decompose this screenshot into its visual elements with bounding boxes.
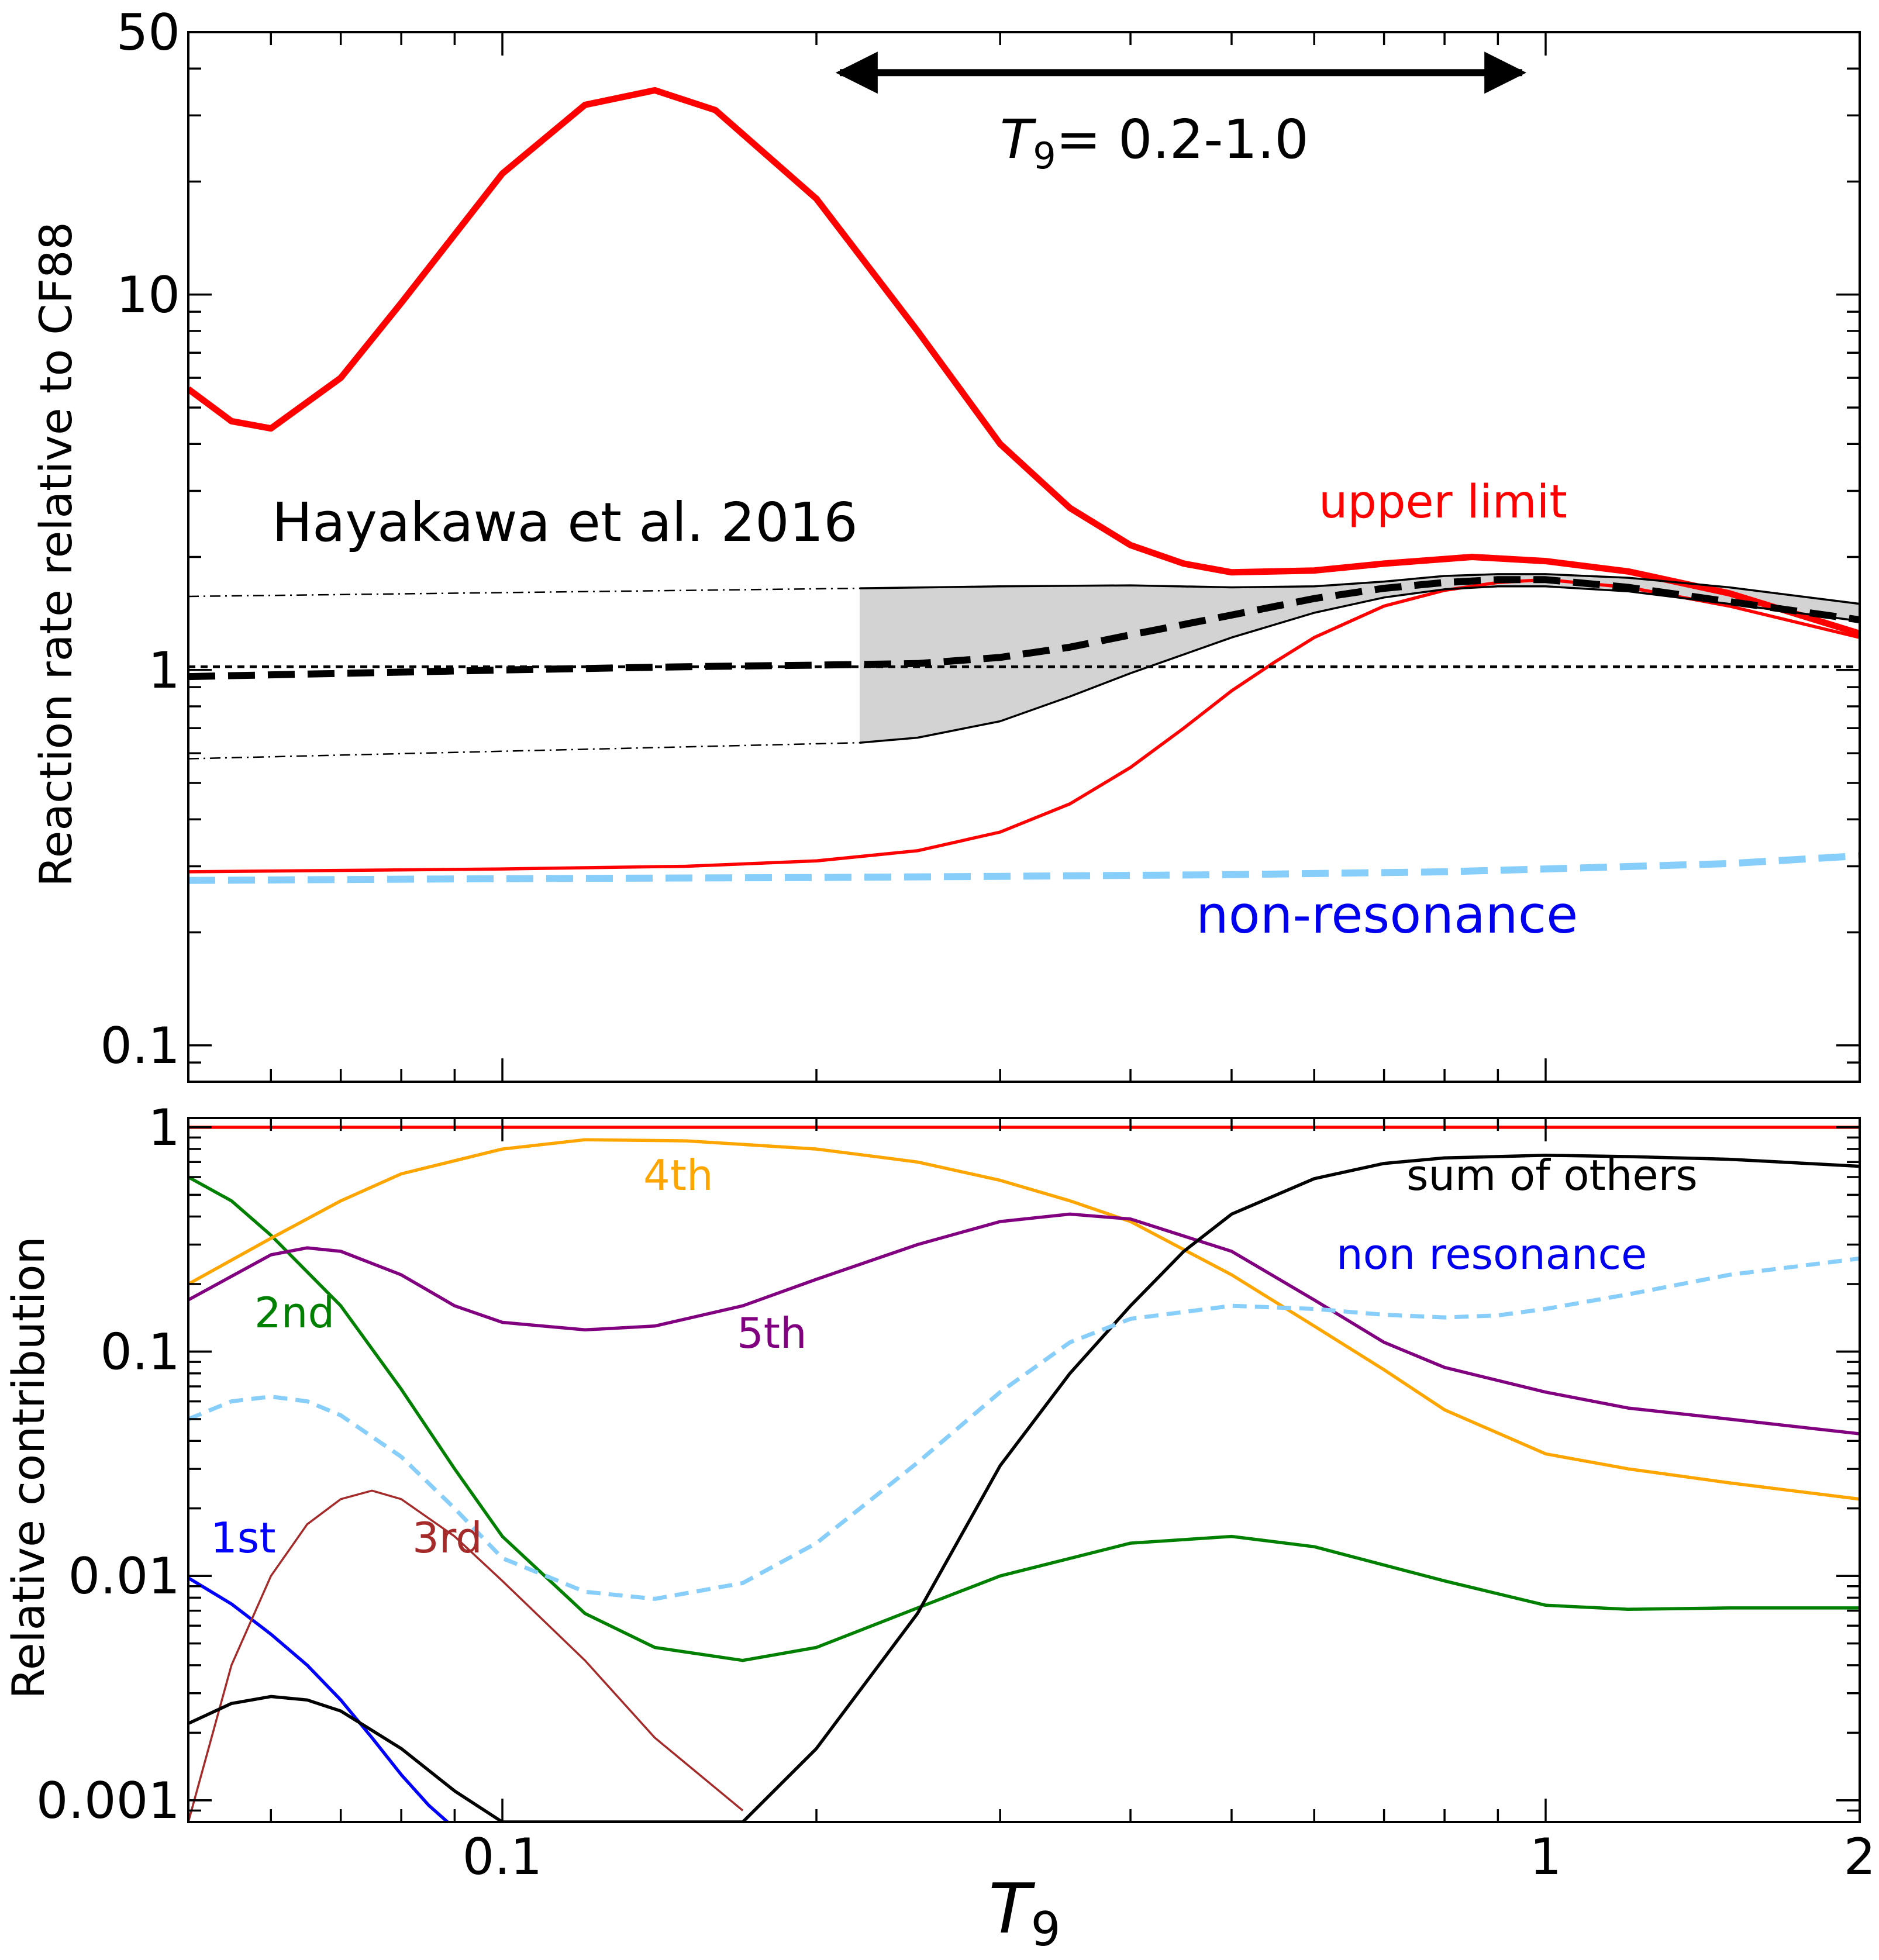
y-tick-label: 1 bbox=[148, 1099, 180, 1157]
bottom-y-axis-label: Relative contribution bbox=[2, 1236, 54, 1699]
series-band_upper bbox=[859, 573, 1860, 605]
y-tick-label: 0.1 bbox=[100, 1017, 180, 1075]
x-tick-label: 0.1 bbox=[463, 1828, 543, 1886]
series-second bbox=[188, 1175, 1860, 1662]
label-second: 2nd bbox=[254, 1288, 335, 1337]
series-nonres bbox=[188, 1256, 1860, 1601]
x-tick-label: 2 bbox=[1844, 1828, 1876, 1886]
label-third: 3rd bbox=[412, 1513, 482, 1562]
y-tick-label: 1 bbox=[148, 641, 180, 700]
series-fourth bbox=[188, 1138, 1860, 1501]
top-axis-ticks: 50 10 1 0.1 bbox=[100, 4, 1861, 1083]
x-axis-label: T9 bbox=[989, 1868, 1061, 1956]
upper-limit-label: upper limit bbox=[1319, 476, 1567, 529]
label-fourth: 4th bbox=[643, 1151, 713, 1200]
x-axis-label-subscript: 9 bbox=[1031, 1902, 1061, 1956]
range-label-subscript: 9 bbox=[1033, 134, 1056, 177]
series-fifth bbox=[188, 1212, 1860, 1436]
non-resonance-label: non-resonance bbox=[1196, 885, 1578, 945]
bottom-plot-area bbox=[188, 1126, 1860, 1822]
series-nonres bbox=[188, 852, 1860, 884]
series-upper bbox=[188, 87, 1860, 637]
range-label-value: = 0.2-1.0 bbox=[1056, 108, 1309, 171]
temperature-range-label: T9= 0.2-1.0 bbox=[1000, 108, 1309, 177]
bottom-panel: 1 0.1 0.01 0.001 0.1 1 2 1st 2nd 3rd 4th 5th s… bbox=[2, 1099, 1875, 1956]
label-sum-of-others: sum of others bbox=[1406, 1151, 1698, 1200]
x-axis-label-symbol: T bbox=[989, 1868, 1036, 1949]
y-tick-label: 10 bbox=[116, 266, 180, 325]
series-recommended bbox=[188, 576, 1860, 681]
reference-label: Hayakawa et al. 2016 bbox=[272, 491, 858, 554]
label-fifth: 5th bbox=[737, 1309, 807, 1358]
series-others bbox=[188, 1154, 1860, 1822]
top-y-axis-label: Reaction rate relative to CF88 bbox=[30, 222, 82, 887]
label-non-resonance: non resonance bbox=[1336, 1230, 1647, 1279]
uncertainty-band bbox=[859, 574, 1860, 743]
y-tick-label: 0.01 bbox=[68, 1547, 180, 1606]
series-first bbox=[188, 1576, 450, 1822]
series-band_lower bbox=[859, 585, 1860, 744]
label-first: 1st bbox=[211, 1513, 276, 1562]
series-band_lower_ext bbox=[188, 741, 860, 760]
bottom-plot-frame bbox=[187, 1117, 1861, 1823]
y-tick-label: 0.001 bbox=[36, 1772, 180, 1830]
top-plot-frame bbox=[187, 31, 1861, 1083]
series-band_upper_ext bbox=[188, 587, 860, 598]
y-tick-label: 0.1 bbox=[100, 1323, 180, 1382]
bottom-axis-ticks: 1 0.1 0.01 0.001 0.1 1 2 bbox=[36, 1099, 1876, 1886]
range-label-symbol: T bbox=[1000, 108, 1037, 171]
x-tick-label: 1 bbox=[1530, 1828, 1562, 1886]
top-panel: 50 10 1 0.1 T9= 0.2-1.0 Hayakawa et al. 201… bbox=[30, 4, 1861, 1083]
y-tick-label: 50 bbox=[116, 4, 180, 62]
series-third bbox=[188, 1489, 744, 1822]
top-plot-area bbox=[188, 87, 1860, 884]
